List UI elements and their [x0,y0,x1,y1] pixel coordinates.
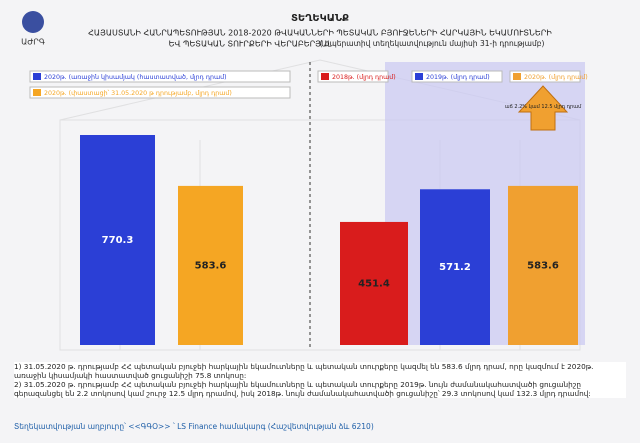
value-label: 770.3 [102,235,134,246]
bar [508,185,578,345]
subtitle: ( օպերատիվ տեղեկատվություն մայիսի 31-ի դ… [320,39,545,48]
legend-swatch [513,73,521,80]
legend-label: 2020թ. (մլրդ դրամ) [524,74,588,81]
bar [420,189,490,345]
value-label: 571.2 [439,262,471,273]
title-line: ՀԱՅԱՍՏԱՆԻ ՀԱՆՐԱՊԵՏՈՒԹՅԱՆ 2018-2020 ԹՎԱԿԱ… [88,29,552,38]
title: ՏԵՂԵԿԱՆՔ [291,13,349,24]
bar [340,221,408,345]
title-line: ԵՎ ՊԵՏԱԿԱՆ ՏՈՒՐՔԵՐԻ ՎԵՐԱԲԵՐՅԱԼ [169,40,332,49]
legend-swatch [317,70,389,83]
legend-swatch [33,89,41,96]
legend-label: 2020թ. (փաստացի՝ 31.05.2020 թ դրությամբ,… [44,89,232,97]
logo-emblem [22,11,44,33]
legend-swatch [33,73,41,80]
legend-swatch [411,70,503,83]
legend-label: 2020թ. (առաջին կիսամյակ (հաստատված, մլրդ… [44,74,227,81]
growth-arrow [517,85,569,131]
legend-label: 2019թ. (մլրդ դրամ) [426,74,490,81]
annotation: աճ 2.2% կամ 12.5 մլրդ դրամ [505,104,582,110]
legend-swatch [415,73,423,80]
legend-swatch [321,73,329,80]
source: Տեղեկատվության աղբյուրը՝ <<ԳԳՕ>> ՝ LS Fi… [14,422,374,431]
value-label: 583.6 [195,260,227,271]
value-label: 451.4 [358,278,390,289]
note: 2) 31.05.2020 թ. դրությամբ ՀՀ պետական բյ… [14,380,591,398]
note: 1) 31.05.2020 թ. դրությամբ ՀՀ պետական բյ… [14,362,594,380]
bar [80,135,155,345]
bar [178,185,243,345]
annotation-text: աճ 2.2% կամ 12.5 մլրդ դրամ [505,104,582,110]
legend-swatch [509,70,581,83]
legend-label: 2018թ. (մլրդ դրամ) [332,74,396,81]
legend-swatch [29,86,291,99]
notes: 1) 31.05.2020 թ. դրությամբ ՀՀ պետական բյ… [14,362,626,398]
legend-swatch [29,70,291,83]
logo-text: ԱԺՐԳ [21,38,45,47]
value-label: 583.6 [527,260,559,271]
